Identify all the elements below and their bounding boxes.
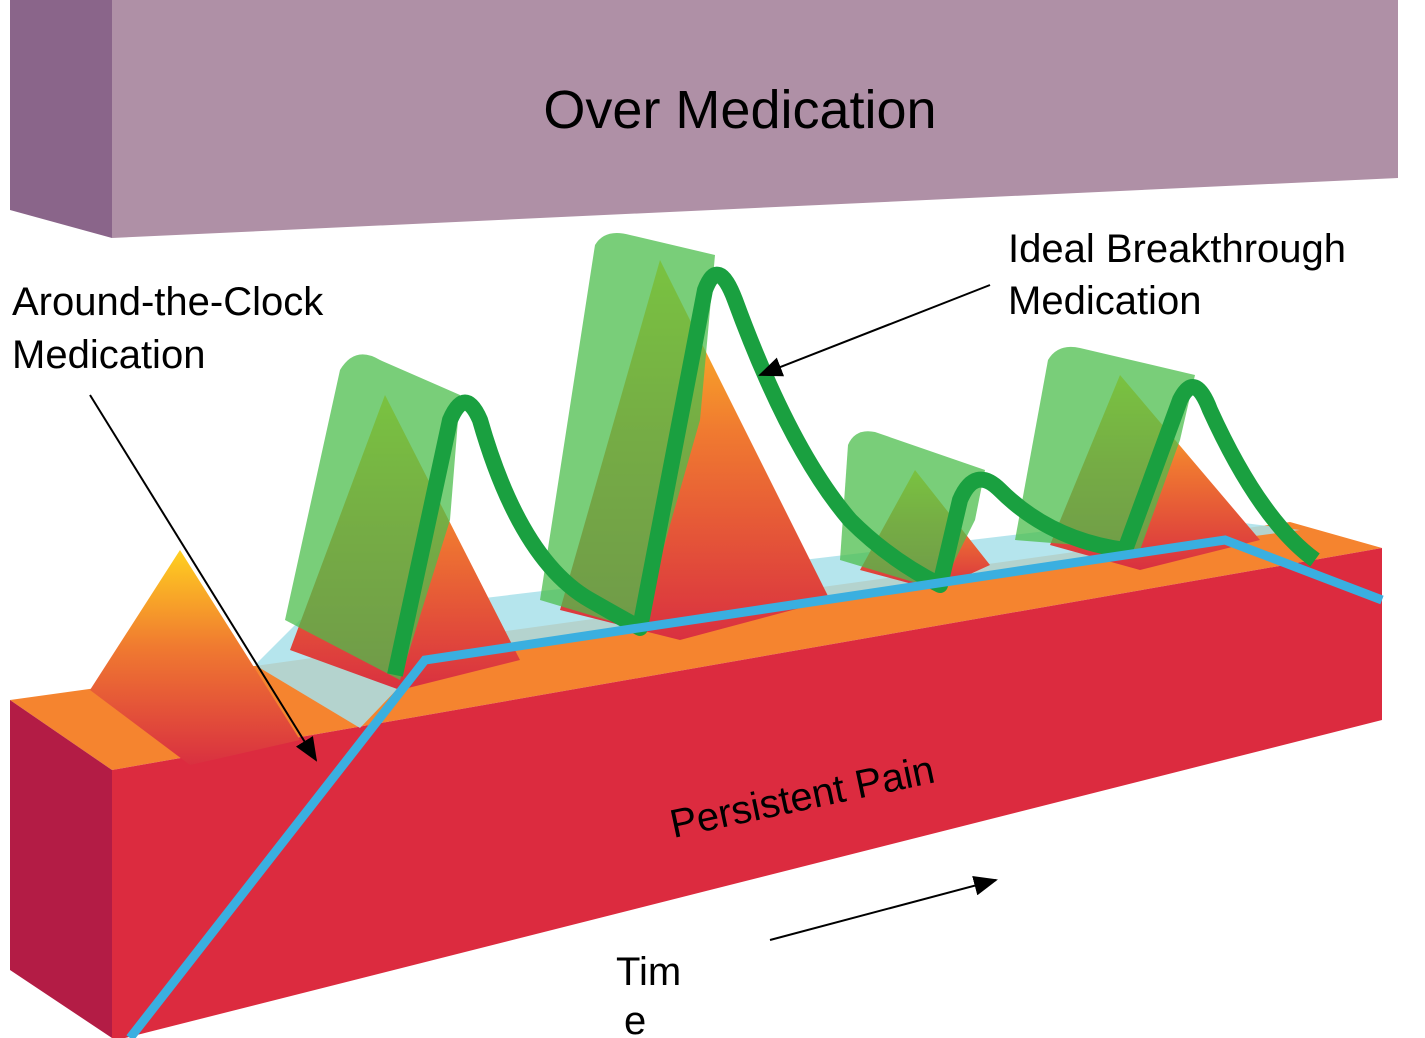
title: Over Medication xyxy=(543,80,936,140)
diagram: Over Medication Around-the-Clock Medicat… xyxy=(0,0,1425,1038)
arrow xyxy=(770,880,996,940)
time-label: Tim xyxy=(616,950,681,994)
breakthrough-label: Ideal Breakthrough xyxy=(1008,227,1346,271)
arrow xyxy=(760,285,990,375)
atc-label: Medication xyxy=(12,333,205,377)
slab-side xyxy=(10,0,112,238)
time-label: e xyxy=(624,999,646,1038)
atc-label: Around-the-Clock xyxy=(12,280,324,324)
breakthrough-label: Medication xyxy=(1008,279,1201,323)
